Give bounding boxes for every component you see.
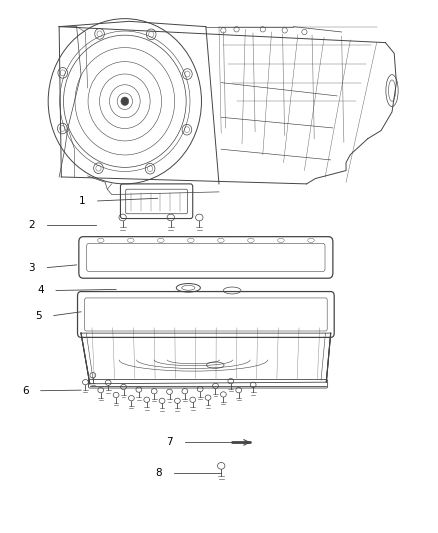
Text: 1: 1	[79, 196, 85, 206]
Text: 8: 8	[155, 469, 162, 478]
Text: 7: 7	[166, 438, 173, 447]
Text: 2: 2	[28, 220, 35, 230]
Text: 4: 4	[37, 286, 44, 295]
Text: 3: 3	[28, 263, 35, 272]
Text: 6: 6	[22, 386, 28, 395]
Ellipse shape	[121, 97, 129, 106]
Text: 5: 5	[35, 311, 42, 320]
